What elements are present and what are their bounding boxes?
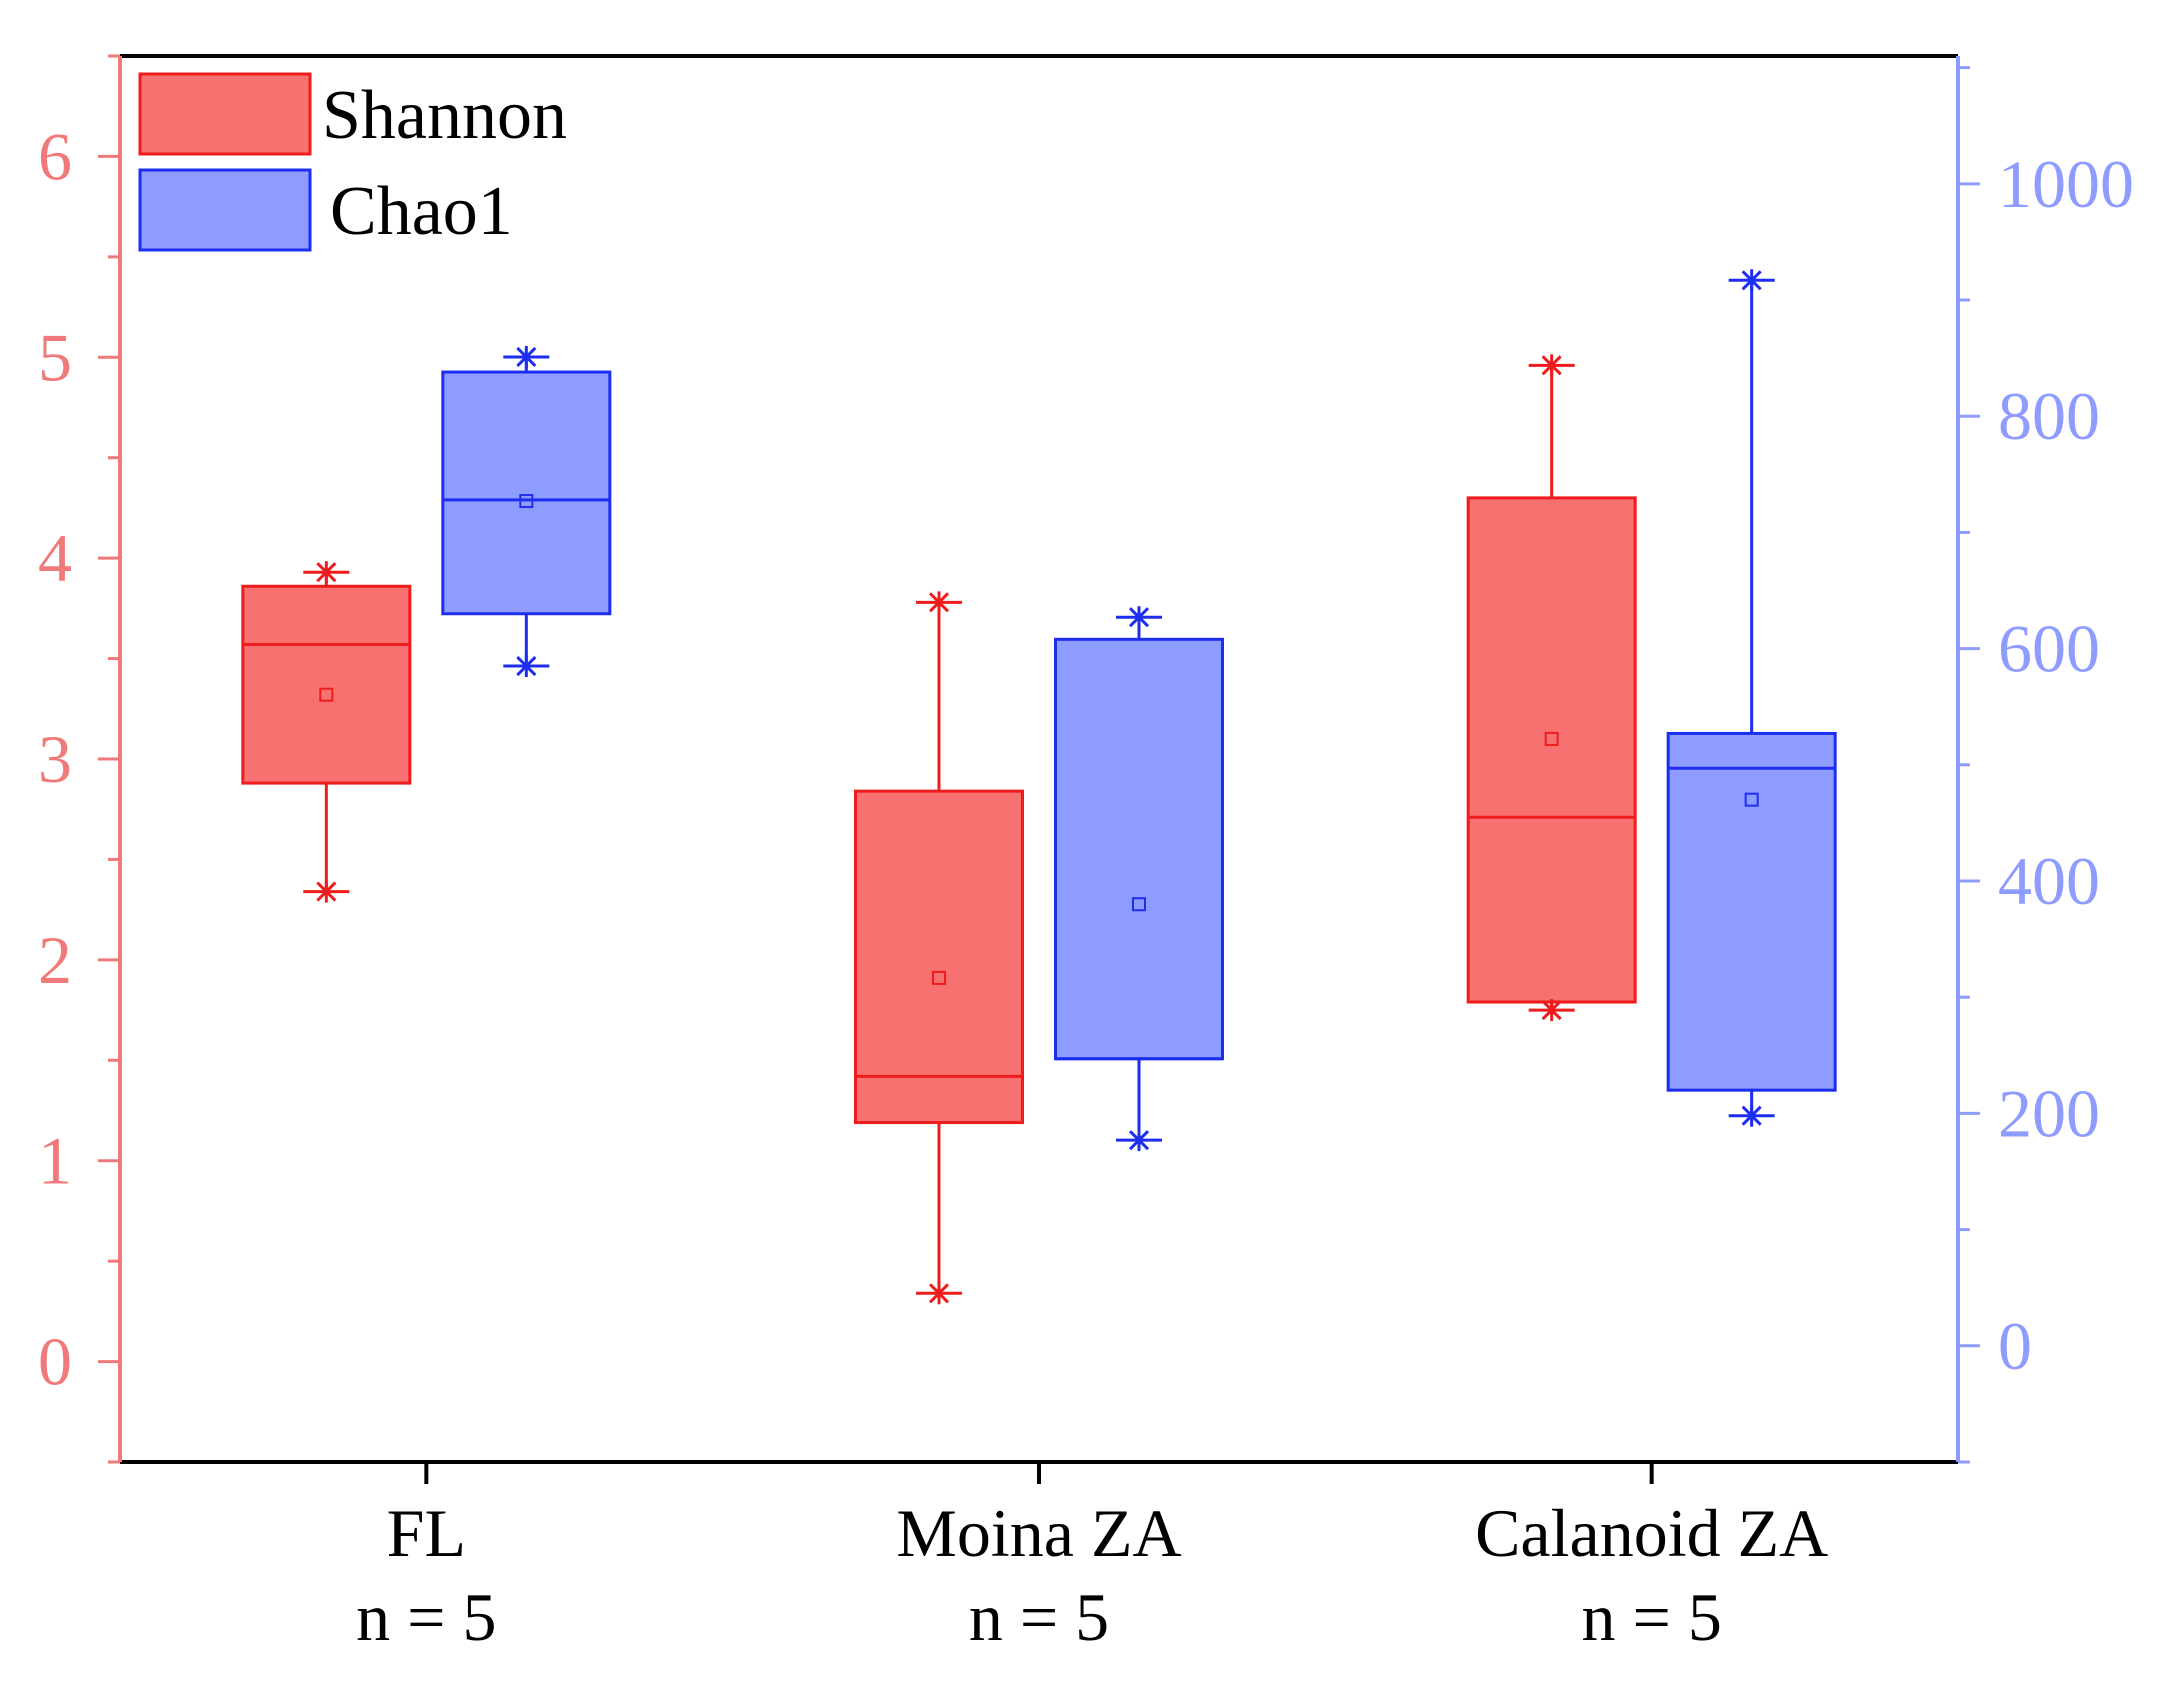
left-axis-tick-label: 2 bbox=[38, 922, 72, 998]
max-marker bbox=[928, 591, 950, 614]
x-tick-label-moina-za: Moina ZA bbox=[896, 1495, 1181, 1571]
right-axis-tick-label: 400 bbox=[1998, 843, 2100, 919]
x-tick-sublabel-fl: n = 5 bbox=[356, 1579, 496, 1655]
mean-marker bbox=[319, 687, 334, 702]
iqr-box bbox=[241, 584, 412, 785]
max-marker bbox=[516, 345, 537, 368]
iqr-box bbox=[1054, 637, 1224, 1061]
min-marker bbox=[1128, 1129, 1150, 1152]
max-marker bbox=[1741, 269, 1762, 292]
boxes-layer bbox=[241, 269, 1837, 1305]
left-axis-tick-label: 5 bbox=[38, 319, 72, 395]
right-axis-tick-label: 800 bbox=[1998, 378, 2100, 454]
left-axis-tick-label: 0 bbox=[38, 1324, 72, 1400]
x-tick-label-fl: FL bbox=[387, 1495, 466, 1571]
min-marker bbox=[1541, 999, 1562, 1022]
x-tick-sublabel-calanoid-za: n = 5 bbox=[1581, 1579, 1721, 1655]
right-axis-tick-label: 200 bbox=[1998, 1075, 2100, 1151]
min-marker bbox=[928, 1282, 950, 1305]
box-chao1-fl bbox=[441, 345, 612, 678]
min-marker bbox=[516, 655, 537, 678]
max-marker bbox=[316, 561, 337, 584]
left-axis-tick-label: 4 bbox=[38, 520, 72, 596]
box-chao1-moina-za bbox=[1054, 606, 1224, 1152]
iqr-box bbox=[1666, 731, 1837, 1092]
right-axis-tick-label: 600 bbox=[1998, 611, 2100, 687]
right-axis-tick-label: 1000 bbox=[1998, 146, 2134, 222]
legend: Shannon Chao1 bbox=[138, 72, 567, 252]
left-axis-tick-label: 6 bbox=[38, 118, 72, 194]
box-shannon-calanoid-za bbox=[1466, 354, 1637, 1022]
box-chao1-calanoid-za bbox=[1666, 269, 1837, 1127]
iqr-box bbox=[441, 370, 612, 616]
mean-marker bbox=[1744, 792, 1759, 807]
left-axis-tick-label: 3 bbox=[38, 721, 72, 797]
legend-label-chao1: Chao1 bbox=[330, 173, 513, 250]
left-axis-tick-label: 1 bbox=[38, 1123, 72, 1199]
x-tick-sublabel-moina-za: n = 5 bbox=[969, 1579, 1109, 1655]
box-shannon-moina-za bbox=[854, 591, 1024, 1305]
max-marker bbox=[1128, 606, 1150, 629]
axes-layer: 0 1 2 3 4 5 6 0 200 400 600 800 1000 FL n = 5 Moina ZA n… bbox=[38, 54, 2134, 1655]
legend-label-shannon: Shannon bbox=[322, 77, 567, 154]
legend-swatch-shannon bbox=[138, 72, 312, 156]
min-marker bbox=[316, 880, 337, 903]
min-marker bbox=[1741, 1104, 1762, 1127]
iqr-box bbox=[854, 789, 1024, 1125]
iqr-box bbox=[1466, 496, 1637, 1004]
mean-marker bbox=[932, 970, 946, 985]
legend-swatch-chao1 bbox=[138, 168, 312, 252]
x-tick-label-calanoid-za: Calanoid ZA bbox=[1475, 1495, 1828, 1571]
mean-marker bbox=[1132, 897, 1146, 912]
right-axis-tick-label: 0 bbox=[1998, 1308, 2032, 1384]
mean-marker bbox=[1544, 731, 1559, 746]
max-marker bbox=[1541, 354, 1562, 377]
box-shannon-fl bbox=[241, 561, 412, 903]
mean-marker bbox=[519, 494, 534, 509]
